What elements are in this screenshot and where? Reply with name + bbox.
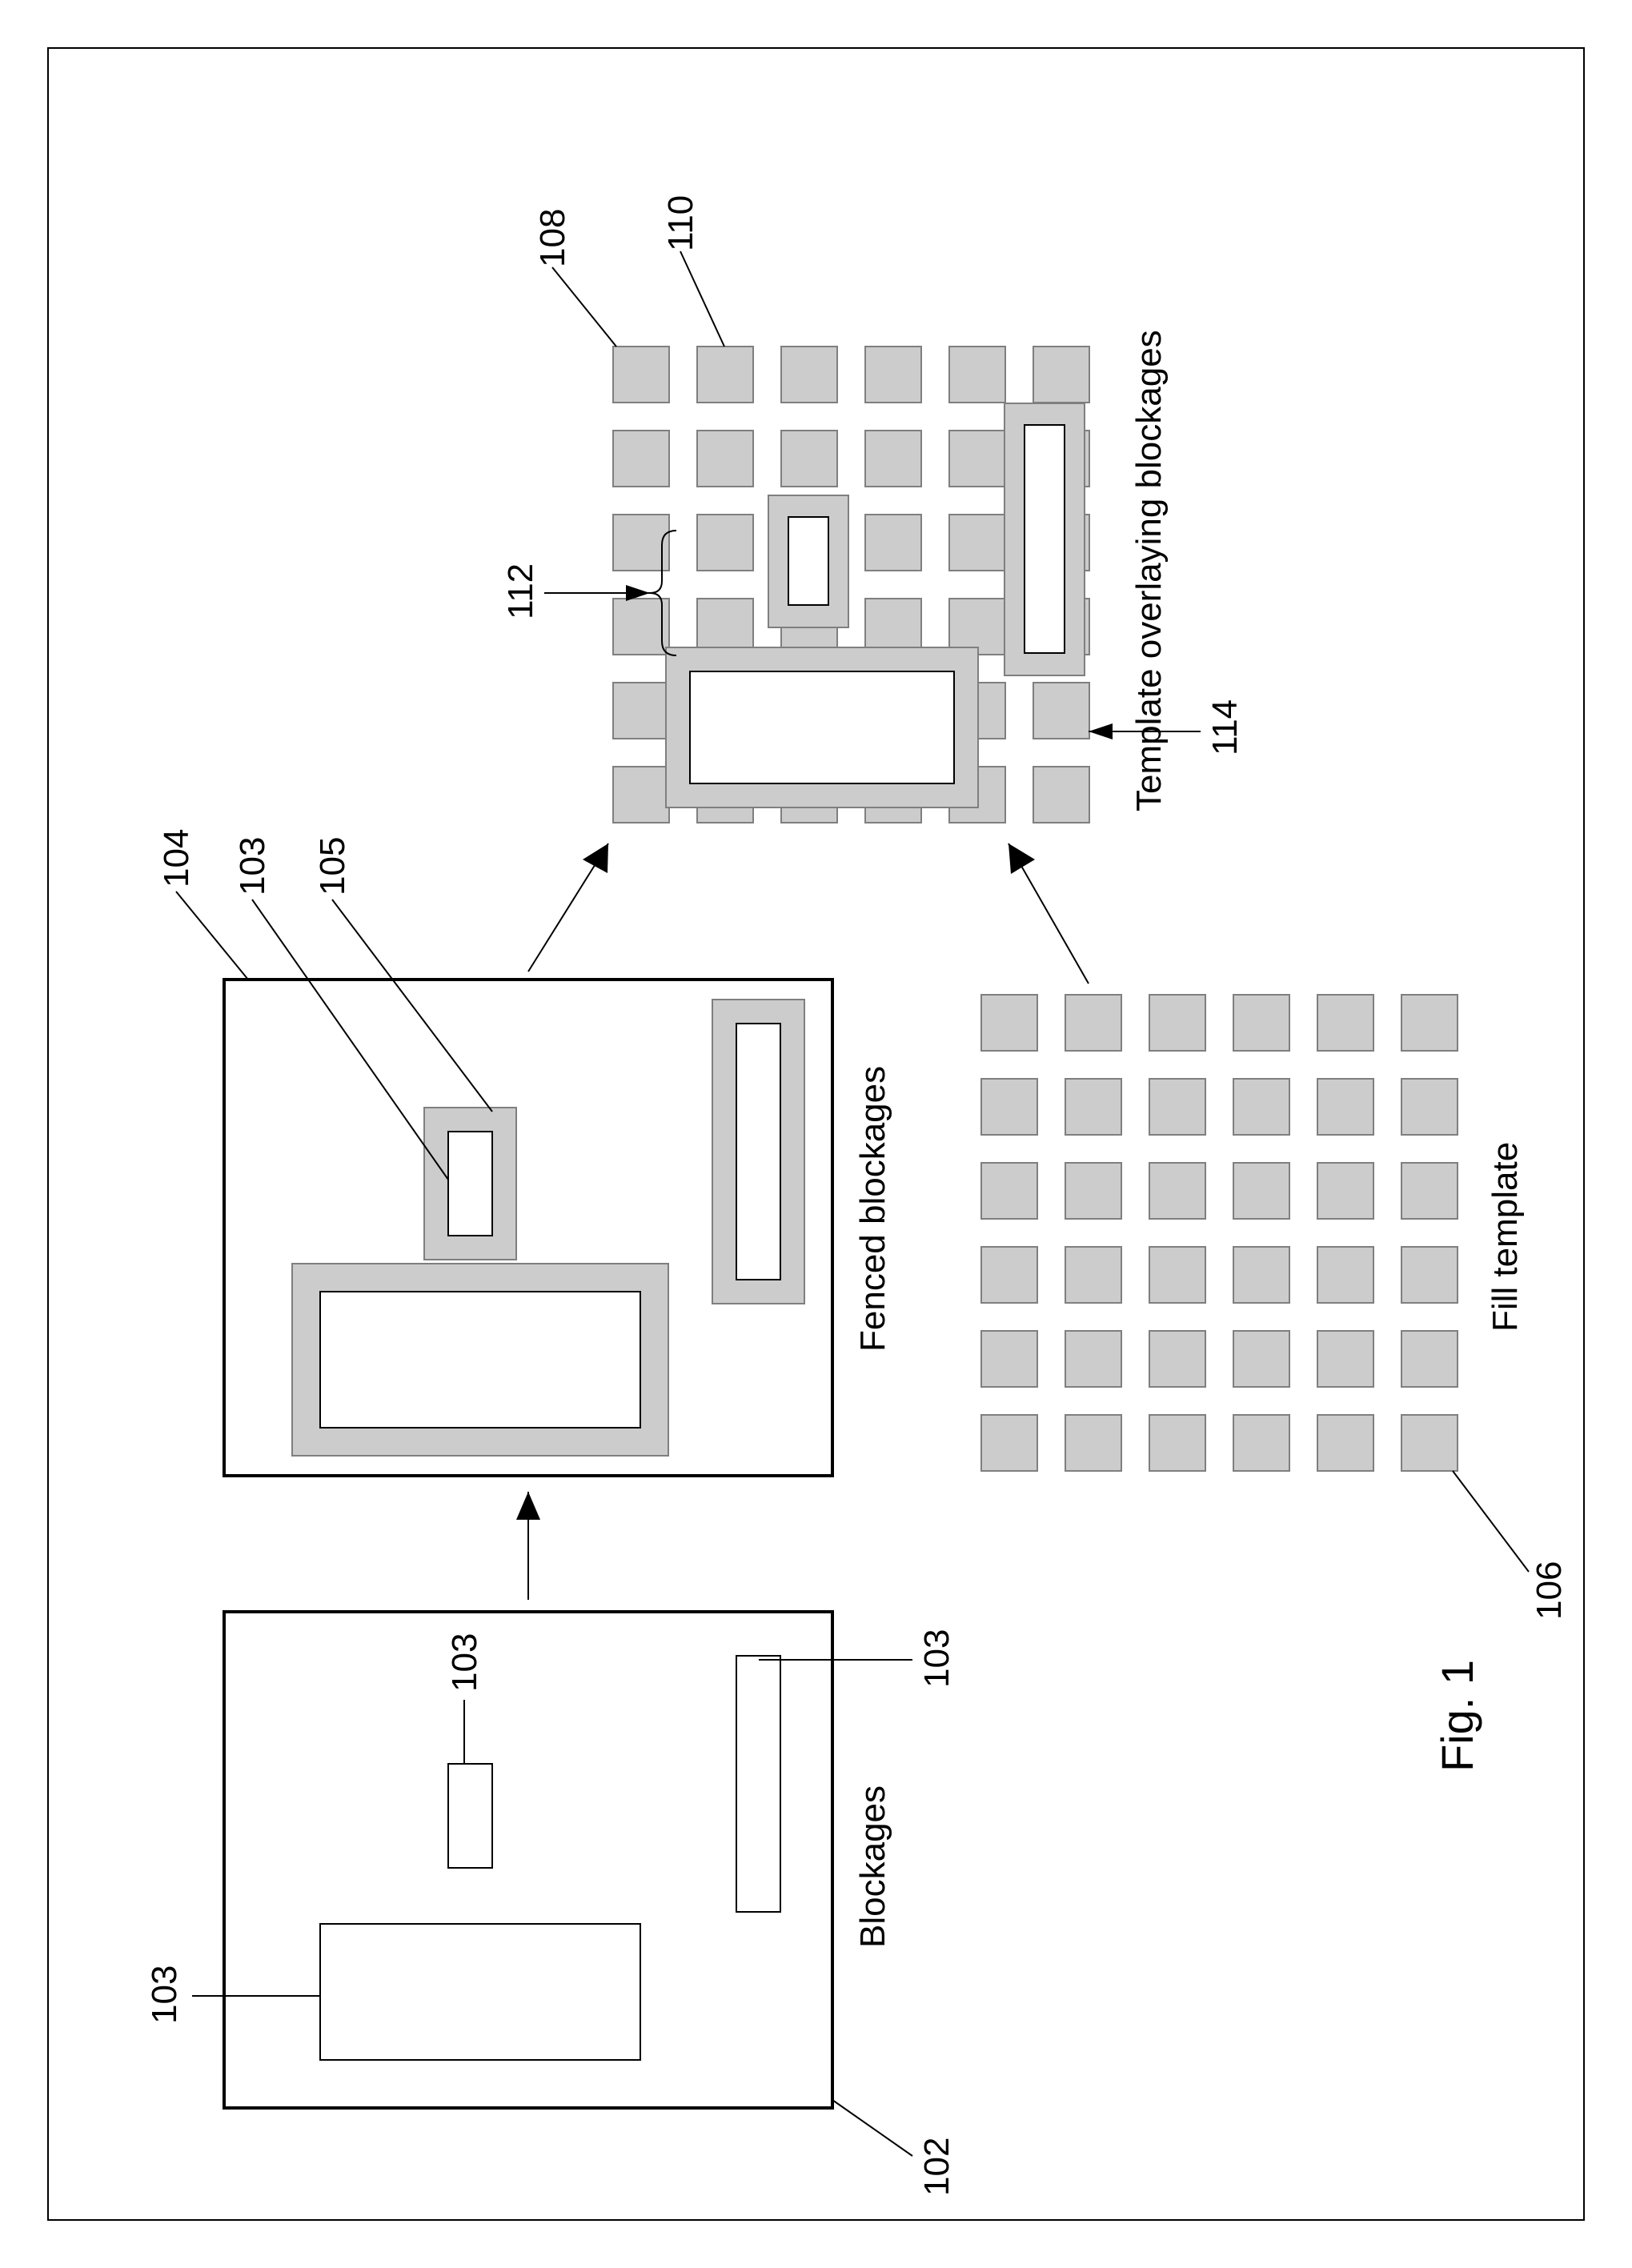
panel-label: Blockages (853, 1785, 892, 1948)
ref-114: 114 (1205, 699, 1245, 755)
panel-label: Fenced blockages (853, 1066, 892, 1352)
ref-106: 106 (1530, 1561, 1569, 1620)
figure-1: Blockages 102 103 103 103 (0, 0, 1632, 2268)
panel-label: Fill template (1486, 1142, 1525, 1332)
ref-103: 103 (233, 837, 272, 896)
ref-108: 108 (533, 209, 572, 267)
panel-overlay: Template overlaying blockages 108 110 11… (501, 195, 1245, 823)
panel-blockages: Blockages 102 103 103 103 (145, 1612, 956, 2196)
ref-104: 104 (157, 829, 196, 888)
arrow-a-to-b (516, 1492, 540, 1600)
blockage-rect (448, 1132, 492, 1236)
panel-fill-template: Fill template 106 (981, 995, 1569, 1620)
ref-102: 102 (917, 2138, 956, 2196)
ref-103: 103 (445, 1633, 484, 1692)
blockage-rect (448, 1764, 492, 1868)
figure-label: Fig. 1 (1432, 1660, 1482, 1772)
fill-grid (981, 995, 1458, 1471)
panel-label: Template overlaying blockages (1129, 330, 1169, 811)
blockage-rect (736, 1656, 780, 1912)
blockage-rect (736, 1024, 780, 1280)
arrow-b-to-d (528, 843, 608, 972)
blockage-rect (320, 1292, 640, 1428)
panel-fenced-blockages: Fenced blockages 104 103 105 (157, 829, 892, 1476)
ref-103: 103 (145, 1965, 184, 2024)
blockage-rect (320, 1924, 640, 2060)
arrow-c-to-d (1008, 843, 1089, 984)
ref-112: 112 (501, 563, 540, 619)
ref-103: 103 (917, 1629, 956, 1688)
ref-105: 105 (313, 837, 352, 896)
ref-110: 110 (661, 195, 700, 251)
